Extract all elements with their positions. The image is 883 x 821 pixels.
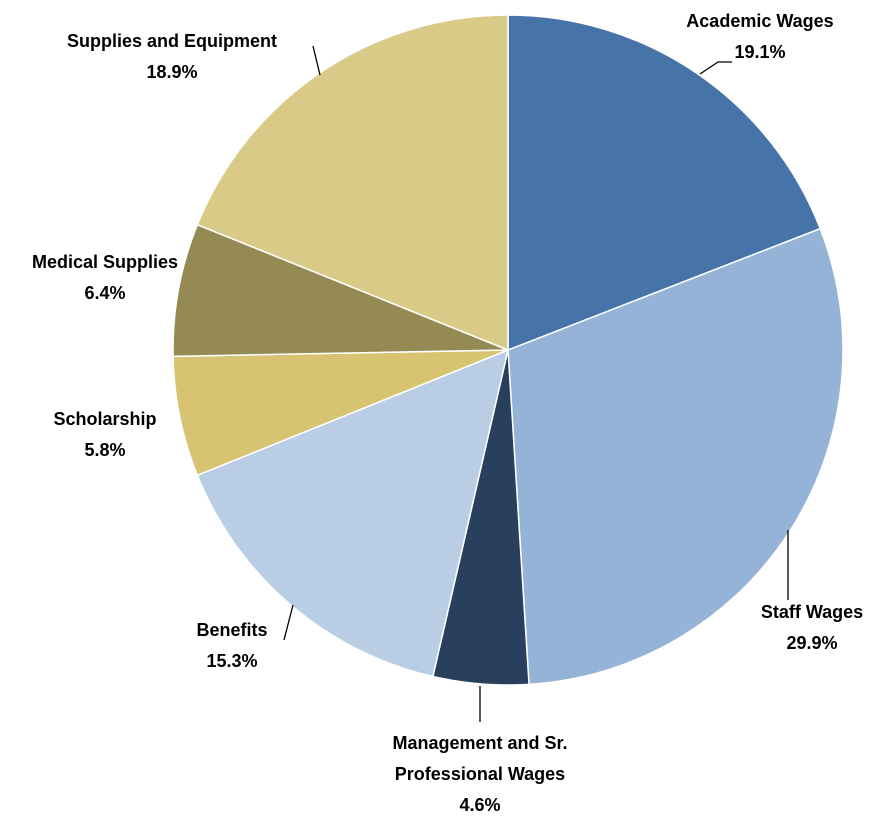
category-label: Management and Sr. Professional Wages: [392, 733, 568, 784]
category-label: Benefits: [196, 620, 268, 640]
category-label: Academic Wages: [686, 11, 834, 31]
category-label: Scholarship: [53, 409, 157, 429]
leader-line: [283, 604, 294, 641]
value-label: 18.9%: [146, 62, 198, 82]
pie-slice: [196, 14, 509, 352]
category-label: Supplies and Equipment: [66, 31, 278, 51]
slice-label: Management and Sr. Professional Wages 4.6…: [350, 728, 610, 821]
category-label: Medical Supplies: [31, 252, 179, 272]
value-label: 15.3%: [206, 651, 258, 671]
pie-slice: [507, 227, 844, 686]
value-label: 6.4%: [84, 283, 126, 303]
pie-slice: [172, 349, 509, 477]
leader-line: [312, 45, 321, 76]
slice-label: Staff Wages 29.9%: [761, 597, 863, 659]
pie-slice: [172, 223, 509, 358]
slice-label: Medical Supplies 6.4%: [32, 247, 178, 309]
value-label: 19.1%: [734, 42, 786, 62]
value-label: 4.6%: [459, 795, 501, 815]
pie-slice: [507, 14, 822, 352]
leader-line: [699, 61, 732, 75]
pie-slice: [196, 348, 510, 678]
value-label: 5.8%: [84, 440, 126, 460]
slice-label: Academic Wages 19.1%: [686, 6, 833, 68]
slice-label: Benefits 15.3%: [196, 615, 267, 677]
category-label: Staff Wages: [760, 602, 864, 622]
value-label: 29.9%: [786, 633, 838, 653]
slice-label: Scholarship 5.8%: [53, 404, 156, 466]
slice-label: Supplies and Equipment 18.9%: [67, 26, 277, 88]
